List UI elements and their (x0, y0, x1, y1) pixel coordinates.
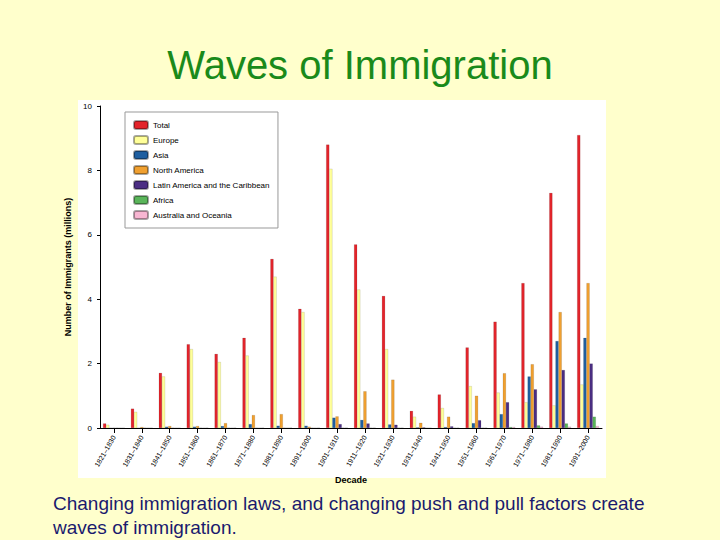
svg-text:1951–1960: 1951–1960 (456, 434, 480, 468)
svg-text:1991–2000: 1991–2000 (568, 434, 592, 468)
svg-text:1861–1870: 1861–1870 (205, 434, 229, 468)
svg-text:1821–1830: 1821–1830 (93, 434, 117, 468)
svg-text:Australia and Oceania: Australia and Oceania (153, 211, 232, 220)
svg-text:1921–1930: 1921–1930 (372, 434, 396, 468)
svg-text:1891–1900: 1891–1900 (289, 434, 313, 468)
svg-text:10: 10 (83, 102, 92, 111)
svg-text:1901–1910: 1901–1910 (317, 434, 341, 468)
svg-text:1961–1970: 1961–1970 (484, 434, 508, 468)
svg-text:waves of immigration.: waves of immigration. (52, 517, 237, 538)
svg-text:1981–1990: 1981–1990 (540, 434, 564, 468)
svg-text:Asia: Asia (153, 151, 169, 160)
svg-text:1911–1920: 1911–1920 (345, 434, 368, 467)
svg-text:Total: Total (153, 121, 170, 130)
svg-text:1971–1980: 1971–1980 (512, 434, 536, 468)
svg-text:1831–1840: 1831–1840 (121, 434, 145, 468)
svg-text:4: 4 (88, 295, 93, 304)
svg-text:6: 6 (88, 230, 93, 239)
svg-text:Africa: Africa (153, 196, 174, 205)
svg-text:2: 2 (88, 359, 93, 368)
svg-text:0: 0 (88, 424, 93, 433)
svg-text:Waves of Immigration: Waves of Immigration (167, 43, 552, 87)
svg-text:1941–1950: 1941–1950 (428, 434, 452, 468)
svg-text:1841–1850: 1841–1850 (149, 434, 173, 468)
svg-text:1931–1940: 1931–1940 (400, 434, 424, 468)
svg-text:Changing immigration laws, and: Changing immigration laws, and changing … (53, 493, 650, 514)
svg-text:Latin America and the Caribbea: Latin America and the Caribbean (153, 181, 270, 190)
svg-text:1851–1860: 1851–1860 (177, 434, 201, 468)
svg-text:Europe: Europe (153, 136, 179, 145)
svg-text:North America: North America (153, 166, 204, 175)
svg-text:Decade: Decade (335, 475, 367, 485)
svg-text:1881–1890: 1881–1890 (261, 434, 285, 468)
svg-text:8: 8 (88, 166, 93, 175)
svg-text:1871–1880: 1871–1880 (233, 434, 257, 468)
svg-text:Number of Immigrants (millions: Number of Immigrants (millions) (63, 198, 73, 337)
